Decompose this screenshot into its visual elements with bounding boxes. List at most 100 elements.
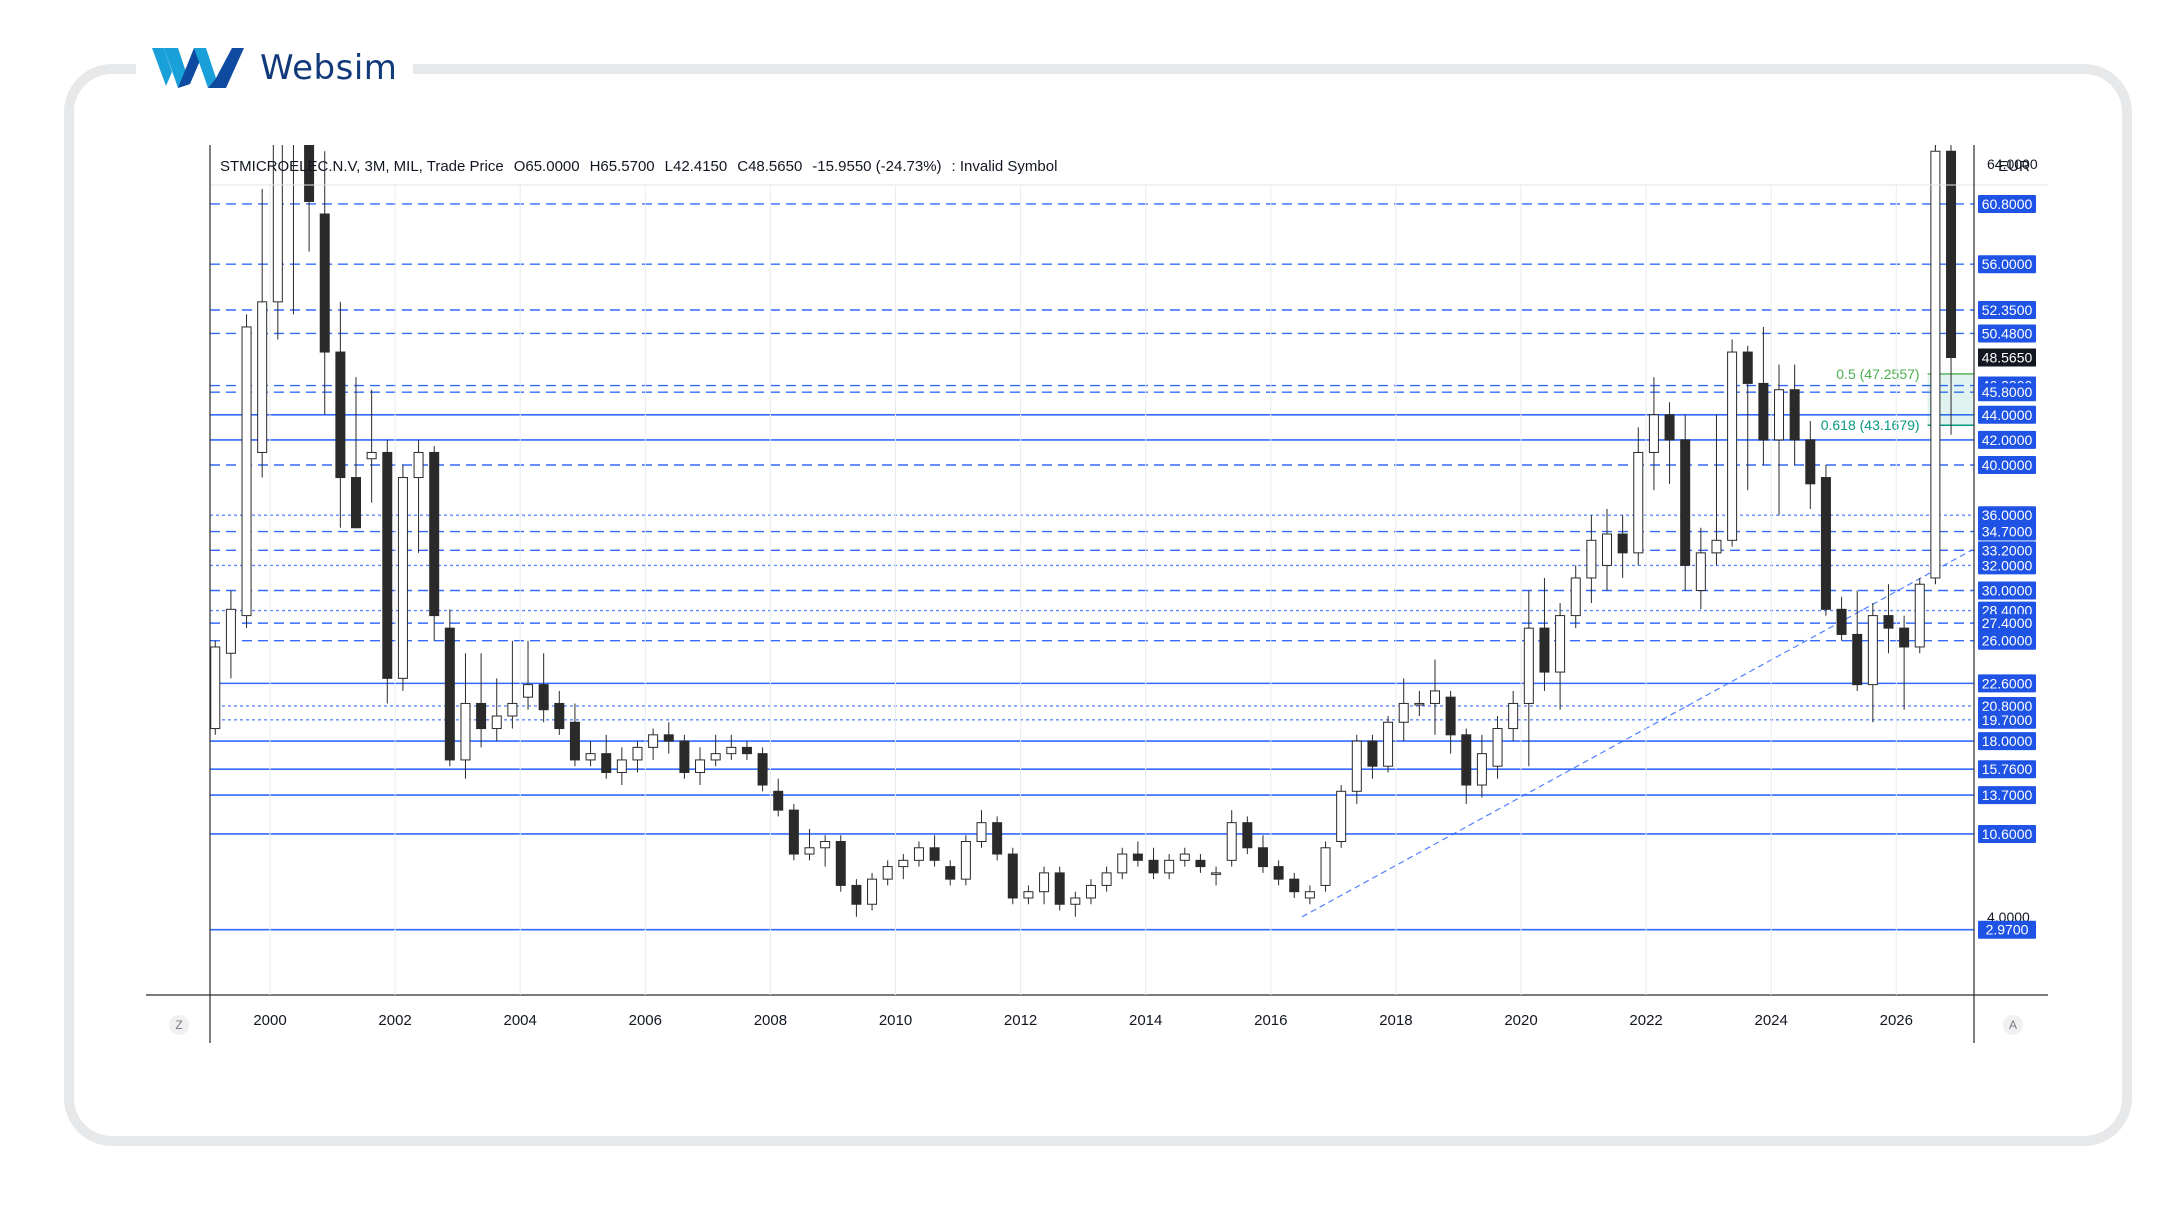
- candle-body: [1398, 702, 1409, 723]
- candle-body: [1211, 872, 1222, 875]
- candle-body: [319, 213, 330, 353]
- candle-body: [554, 702, 565, 730]
- candle: [1899, 615, 1910, 710]
- candlestick-chart[interactable]: 0.5 (47.2557) 0.618 (43.1679) 2000 2002 200…: [146, 6, 2048, 1043]
- price-tag: 44.0000: [1978, 405, 2036, 424]
- candle: [616, 747, 627, 786]
- candle: [1946, 144, 1957, 435]
- timezone-button[interactable]: Z: [169, 1015, 189, 1035]
- candle: [413, 439, 424, 553]
- candle: [773, 778, 784, 817]
- x-tick-label: 2024: [1755, 1012, 1788, 1029]
- candle-body: [1304, 891, 1315, 899]
- candle: [397, 465, 408, 691]
- candle-body: [429, 451, 440, 617]
- candle-body: [1414, 702, 1425, 706]
- price-tag: 56.0000: [1978, 255, 2036, 274]
- candle: [335, 301, 346, 528]
- price-tag-bg: [1978, 696, 2036, 715]
- x-tick-label: 2000: [253, 1012, 286, 1029]
- candle-body: [601, 753, 612, 773]
- price-tag: 42.0000: [1978, 430, 2036, 449]
- candle-body: [882, 866, 893, 880]
- candle: [1648, 377, 1659, 491]
- candle-body: [1508, 702, 1519, 730]
- price-tag-label: 10.6000: [1982, 826, 2033, 842]
- x-tick-label: 2026: [1880, 1012, 1913, 1029]
- currency-label[interactable]: EUR: [1998, 158, 2030, 175]
- candle: [1492, 716, 1503, 779]
- fib-label: 0.618 (43.1679): [1821, 417, 1920, 433]
- auto-scale-button[interactable]: A: [2003, 1015, 2023, 1035]
- price-tag: 45.8000: [1978, 383, 2036, 402]
- candle: [1820, 465, 1831, 616]
- candle-body: [241, 326, 252, 617]
- candle-body: [1242, 822, 1253, 849]
- candle: [960, 835, 971, 886]
- candle: [1273, 860, 1284, 886]
- price-tag: 26.0000: [1978, 631, 2036, 650]
- candle: [1257, 835, 1268, 873]
- candle-body: [1539, 627, 1550, 673]
- price-tag: 40.0000: [1978, 456, 2036, 474]
- candle-body: [1023, 891, 1034, 899]
- candle: [1383, 716, 1394, 773]
- candle-body: [773, 790, 784, 811]
- candle: [491, 678, 502, 742]
- candle: [1398, 678, 1409, 742]
- candle: [1039, 866, 1050, 905]
- price-tag-label: 33.2000: [1982, 542, 2033, 558]
- candle-body: [1727, 351, 1738, 541]
- candle: [507, 640, 518, 729]
- candle: [1414, 690, 1425, 716]
- candle-body: [1523, 627, 1534, 704]
- candle: [1508, 690, 1519, 742]
- price-tag-bg: [1978, 824, 2036, 843]
- candle: [1758, 326, 1769, 465]
- candle-body: [945, 866, 956, 880]
- candle: [1367, 734, 1378, 779]
- candle-body: [1101, 872, 1112, 886]
- candle-body: [710, 753, 721, 761]
- price-tag-label: 36.0000: [1982, 507, 2033, 523]
- candle-body: [1867, 615, 1878, 686]
- candle-body: [225, 608, 236, 654]
- trendline: [1301, 549, 1972, 918]
- candle-body: [1930, 150, 1941, 579]
- candle-body: [788, 809, 799, 855]
- price-tag-bg: [1978, 732, 2036, 751]
- price-tag-label: 32.0000: [1982, 557, 2033, 573]
- price-tag: 22.6000: [1978, 674, 2036, 693]
- x-tick-label: 2014: [1129, 1012, 1162, 1029]
- candle-body: [1789, 389, 1800, 441]
- candle-body: [1852, 633, 1863, 686]
- ohlc-legend: STMICROELEC.N.V, 3M, MIL, Trade Price O65…: [220, 158, 1067, 175]
- current-price-label: 48.5650: [1982, 350, 2033, 366]
- candle: [804, 828, 815, 861]
- low-value: L42.4150: [664, 158, 728, 175]
- price-tag: 20.8000: [1978, 696, 2036, 715]
- x-tick-label: 2018: [1379, 1012, 1412, 1029]
- candle: [1523, 590, 1534, 767]
- candle: [1101, 866, 1112, 892]
- price-tag-label: 20.8000: [1982, 698, 2033, 714]
- candle: [1602, 508, 1613, 591]
- candle-body: [1758, 382, 1769, 441]
- candle: [1226, 810, 1237, 867]
- candle: [1914, 577, 1925, 654]
- candle-body: [1085, 884, 1096, 899]
- candle: [757, 747, 768, 792]
- price-tag-bg: [1978, 430, 2036, 449]
- candle: [976, 810, 987, 848]
- symbol-label[interactable]: STMICROELEC.N.V, 3M, MIL, Trade Price: [220, 158, 504, 175]
- candle-body: [1711, 539, 1722, 554]
- candle: [1007, 847, 1018, 905]
- candle: [1539, 577, 1550, 691]
- candle: [225, 590, 236, 679]
- candle: [1586, 515, 1597, 604]
- candle-body: [1148, 859, 1159, 874]
- price-tag: 2.9700: [1978, 920, 2036, 939]
- price-tag-bg: [1978, 920, 2036, 939]
- x-tick-label: 2016: [1254, 1012, 1287, 1029]
- price-tag: 18.0000: [1978, 732, 2036, 751]
